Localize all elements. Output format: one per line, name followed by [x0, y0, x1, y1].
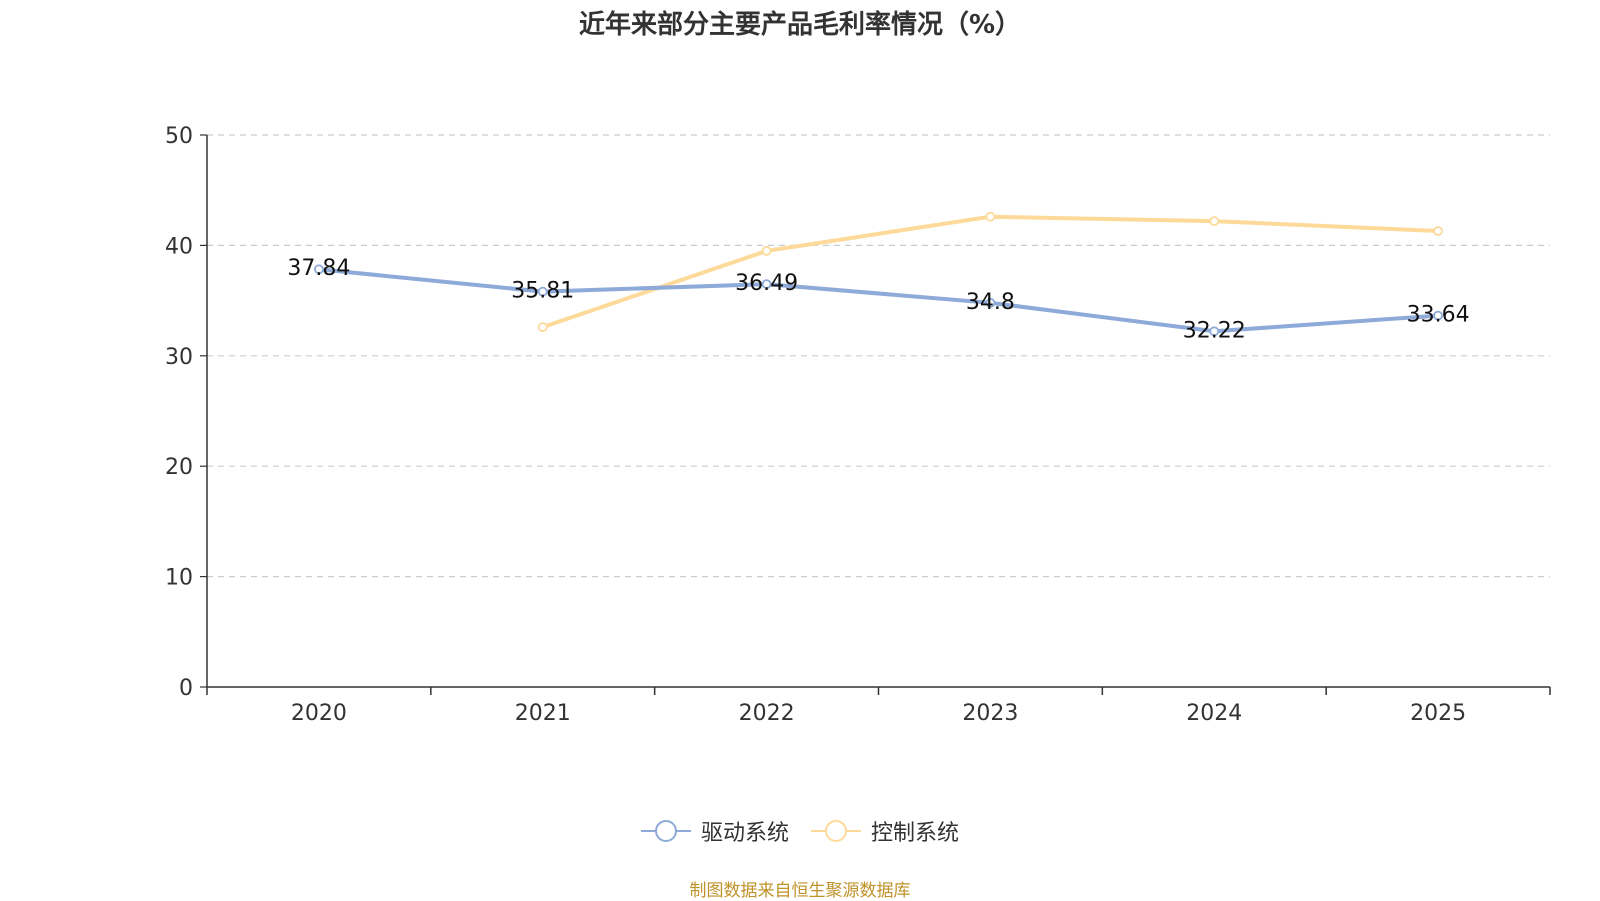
y-tick-label: 30: [165, 345, 193, 370]
data-label: 33.64: [1407, 303, 1470, 328]
data-point: [537, 286, 548, 297]
y-tick-label: 50: [165, 124, 193, 149]
y-tick-label: 40: [165, 234, 193, 259]
source-note: 制图数据来自恒生聚源数据库: [689, 881, 911, 901]
data-point: [314, 264, 324, 275]
x-tick-label: 2025: [1410, 701, 1466, 726]
x-tick-label: 2021: [515, 701, 571, 726]
x-tick-label: 2024: [1186, 701, 1242, 726]
series-line-0: [316, 267, 1441, 334]
data-point: [537, 322, 548, 332]
x-tick-label: 2023: [962, 701, 1018, 726]
data-label: 35.81: [511, 279, 574, 304]
legend-item-control-system[interactable]: 控制系统: [811, 815, 959, 847]
y-tick-label: 10: [165, 566, 193, 591]
data-label: 32.22: [1183, 318, 1246, 343]
data-point: [1433, 310, 1443, 321]
data-point: [1209, 326, 1220, 337]
data-point: [1209, 216, 1220, 227]
data-point: [761, 279, 772, 290]
legend-label-control-system: 控制系统: [871, 821, 960, 846]
data-point: [985, 211, 996, 222]
data-label: 37.84: [287, 256, 350, 281]
legend-item-drive-system[interactable]: 驱动系统: [640, 815, 789, 847]
legend-label-drive-system: 驱动系统: [700, 821, 789, 846]
data-point: [1433, 226, 1443, 236]
legend-swatch-drive-system: [640, 820, 691, 842]
chart-legend: 驱动系统 控制系统: [0, 815, 1600, 847]
data-label: 36.49: [735, 271, 798, 296]
x-tick-label: 2020: [291, 701, 347, 726]
data-point: [985, 297, 996, 308]
data-label: 34.8: [966, 290, 1015, 315]
chart-title: 近年来部分主要产品毛利率情况（%）: [578, 10, 1022, 40]
x-tick-label: 2022: [739, 701, 795, 726]
y-tick-label: 0: [179, 676, 193, 701]
legend-swatch-control-system: [811, 820, 861, 842]
data-point: [761, 246, 772, 256]
y-tick-label: 20: [165, 455, 193, 480]
